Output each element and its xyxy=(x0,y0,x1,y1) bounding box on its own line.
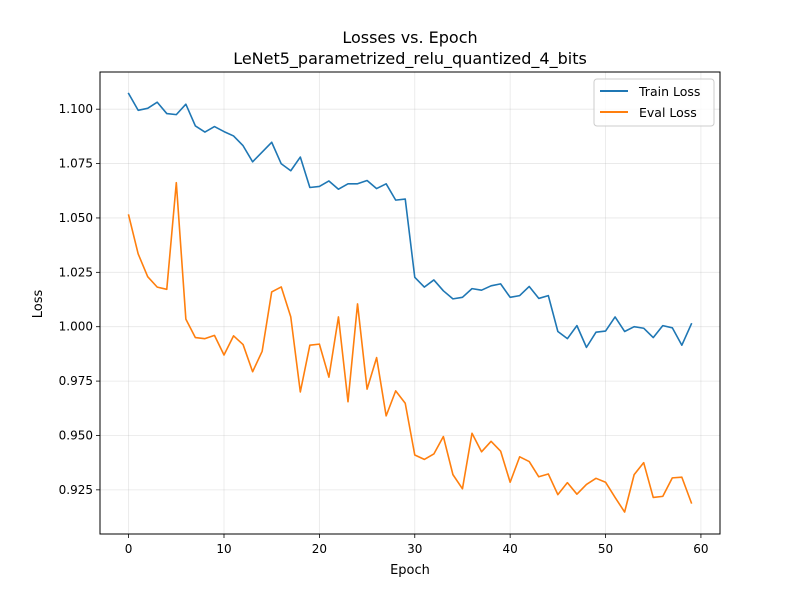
x-tick-label: 40 xyxy=(503,542,518,556)
y-tick-label: 0.925 xyxy=(59,483,93,497)
y-tick-label: 0.950 xyxy=(59,428,93,442)
legend-label-train-loss: Train Loss xyxy=(638,84,700,99)
y-tick-label: 0.975 xyxy=(59,374,93,388)
x-axis-label: Epoch xyxy=(390,563,430,578)
series-lines xyxy=(127,92,693,513)
y-tick-label: 1.025 xyxy=(59,265,93,279)
grid xyxy=(100,72,720,534)
y-tick-label: 1.075 xyxy=(59,157,93,171)
x-tick-label: 50 xyxy=(598,542,613,556)
x-tick-label: 10 xyxy=(216,542,231,556)
chart-subtitle: LeNet5_parametrized_relu_quantized_4_bit… xyxy=(233,49,587,69)
series-line-train-loss xyxy=(127,92,693,349)
legend: Train Loss Eval Loss xyxy=(593,78,715,127)
x-axis-ticks: 0 10 20 30 40 50 60 xyxy=(125,534,709,556)
x-tick-label: 30 xyxy=(407,542,422,556)
y-tick-label: 1.050 xyxy=(59,211,93,225)
y-tick-label: 1.100 xyxy=(59,102,93,116)
series-line-eval-loss xyxy=(127,181,693,513)
legend-label-eval-loss: Eval Loss xyxy=(639,105,697,120)
y-axis-label: Loss xyxy=(31,290,46,319)
x-tick-label: 0 xyxy=(125,542,133,556)
x-tick-label: 20 xyxy=(312,542,327,556)
x-tick-label: 60 xyxy=(693,542,708,556)
y-tick-label: 1.000 xyxy=(59,320,93,334)
chart-title: Losses vs. Epoch xyxy=(342,28,477,47)
y-axis-ticks: 0.925 0.950 0.975 1.000 1.025 1.050 1.075 1.100 xyxy=(59,102,100,497)
plot-frame xyxy=(99,71,721,535)
